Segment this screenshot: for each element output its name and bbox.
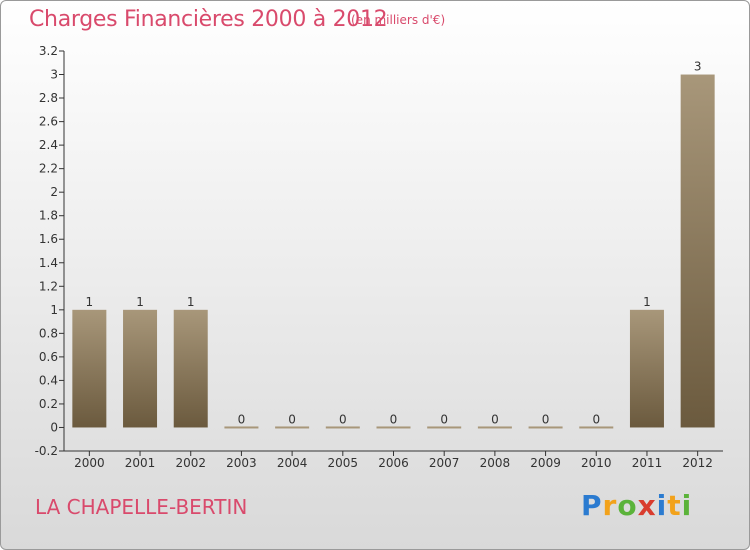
data-label: 0 (592, 412, 600, 426)
bar (123, 309, 158, 428)
y-tick-label: 0.6 (39, 350, 58, 364)
y-tick-label: -0.2 (35, 444, 58, 458)
x-tick-label: 2007 (429, 456, 460, 470)
y-tick-label: 1 (50, 303, 58, 317)
bar (579, 426, 614, 429)
y-tick-label: 2 (50, 185, 58, 199)
data-label: 0 (440, 412, 448, 426)
data-label: 0 (339, 412, 347, 426)
y-tick-label: 0.2 (39, 397, 58, 411)
logo-letter: i (681, 489, 693, 522)
x-tick-label: 2005 (328, 456, 359, 470)
bar (629, 309, 664, 428)
bar (173, 309, 208, 428)
x-tick-label: 2012 (682, 456, 713, 470)
data-label: 0 (288, 412, 296, 426)
y-tick-label: 2.2 (39, 162, 58, 176)
y-tick-label: 1.4 (39, 256, 58, 270)
y-tick-label: 0.4 (39, 373, 58, 387)
bar (325, 426, 360, 429)
x-tick-label: 2008 (480, 456, 511, 470)
bar (224, 426, 259, 429)
logo-letter: o (617, 489, 638, 522)
x-tick-label: 2004 (277, 456, 308, 470)
data-label: 1 (86, 295, 94, 309)
data-label: 1 (643, 295, 651, 309)
logo-letter: t (667, 489, 682, 522)
y-tick-label: 1.8 (39, 209, 58, 223)
x-tick-label: 2011 (632, 456, 663, 470)
data-label: 0 (542, 412, 550, 426)
logo-letter: x (637, 489, 657, 522)
logo-letter: r (602, 489, 618, 522)
y-tick-label: 3.2 (39, 44, 58, 58)
bar (427, 426, 462, 429)
x-tick-label: 2001 (125, 456, 156, 470)
y-tick-label: 0.8 (39, 326, 58, 340)
x-tick-label: 2009 (530, 456, 561, 470)
data-label: 0 (238, 412, 246, 426)
y-tick-label: 2.4 (39, 138, 58, 152)
y-tick-label: 0 (50, 420, 58, 434)
bar (376, 426, 411, 429)
data-label: 1 (136, 295, 144, 309)
data-label: 0 (491, 412, 499, 426)
x-tick-label: 2010 (581, 456, 612, 470)
y-tick-label: 3 (50, 68, 58, 82)
bar (680, 74, 715, 428)
proxiti-logo: Proxiti (581, 489, 692, 522)
data-label: 0 (390, 412, 398, 426)
x-tick-label: 2000 (74, 456, 105, 470)
chart-title: Charges Financières 2000 à 2012 (29, 7, 388, 32)
y-tick-label: 2.6 (39, 115, 58, 129)
chart-subtitle: (en milliers d'€) (351, 13, 446, 27)
x-tick-label: 2003 (226, 456, 257, 470)
bar (477, 426, 512, 429)
bar (72, 309, 107, 428)
x-tick-label: 2002 (175, 456, 206, 470)
logo-letter: P (581, 489, 603, 522)
y-tick-label: 1.6 (39, 232, 58, 246)
bar (528, 426, 563, 429)
data-label: 1 (187, 295, 195, 309)
x-tick-label: 2006 (378, 456, 409, 470)
bar (275, 426, 310, 429)
y-tick-label: 2.8 (39, 91, 58, 105)
commune-name: LA CHAPELLE-BERTIN (35, 495, 248, 519)
y-tick-label: 1.2 (39, 279, 58, 293)
data-label: 3 (694, 60, 702, 74)
logo-letter: i (656, 489, 668, 522)
